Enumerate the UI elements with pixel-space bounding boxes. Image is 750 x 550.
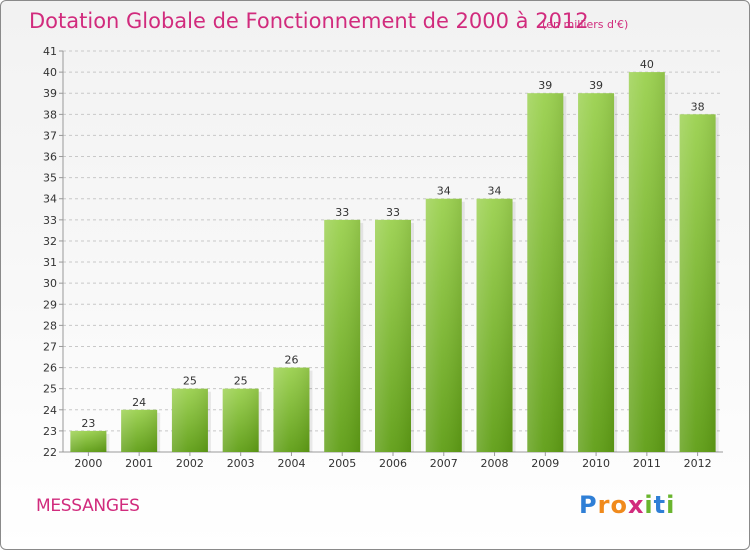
y-tick-label: 32	[43, 235, 57, 248]
bar-shine	[425, 198, 462, 452]
x-tick-label: 2002	[176, 457, 204, 470]
bar-shine	[171, 388, 208, 452]
logo-letter: o	[610, 491, 628, 519]
y-tick-label: 39	[43, 87, 57, 100]
bar-shine	[273, 367, 310, 452]
y-tick-label: 40	[43, 66, 57, 79]
y-tick-label: 35	[43, 172, 57, 185]
labels: 22 23 24 25 26 27 28 29 30 31 32 33 34 35 36 37 38 39 40 41…	[43, 45, 712, 470]
bars	[70, 72, 719, 453]
y-tick-label: 33	[43, 214, 57, 227]
y-tick-label: 24	[43, 404, 57, 417]
y-tick-label: 30	[43, 277, 57, 290]
value-label: 23	[81, 417, 95, 430]
y-tick-label: 31	[43, 256, 57, 269]
x-tick-label: 2011	[633, 457, 661, 470]
value-label: 33	[386, 206, 400, 219]
bar-shine	[222, 388, 259, 452]
y-tick-label: 22	[43, 446, 57, 459]
logo-letter: t	[653, 491, 667, 519]
x-tick-label: 2012	[684, 457, 712, 470]
bar-shine	[375, 219, 411, 452]
y-tick-label: 37	[43, 129, 57, 142]
bar-shine	[679, 114, 716, 452]
y-tick-label: 29	[43, 298, 57, 311]
y-tick-label: 34	[43, 193, 57, 206]
value-label: 33	[335, 206, 349, 219]
x-tick-label: 2001	[125, 457, 153, 470]
x-tick-label: 2003	[227, 457, 255, 470]
logo-letter: r	[597, 491, 611, 519]
chart-subtitle: (en milliers d'€)	[542, 18, 629, 31]
x-tick-label: 2006	[379, 457, 407, 470]
bar-shine	[578, 93, 615, 453]
value-label: 26	[284, 354, 298, 367]
value-label: 34	[437, 185, 451, 198]
value-label: 24	[132, 396, 146, 409]
y-tick-label: 23	[43, 425, 57, 438]
y-tick-label: 26	[43, 362, 57, 375]
x-tick-label: 2000	[74, 457, 102, 470]
y-tick-label: 28	[43, 319, 57, 332]
logo-letter: i	[644, 491, 654, 519]
y-tick-label: 41	[43, 45, 57, 58]
bar-shine	[70, 430, 107, 452]
y-tick-label: 27	[43, 340, 57, 353]
proxiti-logo: Proxiti	[579, 491, 675, 519]
value-label: 39	[538, 79, 552, 92]
x-tick-label: 2004	[277, 457, 305, 470]
bar-shine	[324, 219, 361, 452]
x-tick-label: 2010	[582, 457, 610, 470]
y-tick-label: 38	[43, 108, 57, 121]
commune-name: MESSANGES	[36, 496, 140, 516]
value-label: 25	[234, 375, 248, 388]
logo-letter: i	[666, 491, 676, 519]
x-tick-label: 2009	[531, 457, 559, 470]
value-label: 34	[488, 185, 502, 198]
bar-shine	[121, 409, 158, 452]
bar-shine	[476, 198, 513, 452]
x-tick-label: 2008	[481, 457, 509, 470]
logo-letter: x	[627, 491, 645, 519]
y-tick-label: 36	[43, 151, 57, 164]
bar-shine	[527, 93, 564, 453]
value-label: 38	[691, 100, 705, 113]
x-tick-label: 2005	[328, 457, 356, 470]
y-tick-label: 25	[43, 383, 57, 396]
value-label: 40	[640, 58, 654, 71]
bar-shine	[628, 72, 665, 453]
chart-title: Dotation Globale de Fonctionnement de 20…	[29, 9, 589, 33]
value-label: 25	[183, 375, 197, 388]
value-label: 39	[589, 79, 603, 92]
x-tick-label: 2007	[430, 457, 458, 470]
logo-letter: P	[579, 491, 598, 519]
